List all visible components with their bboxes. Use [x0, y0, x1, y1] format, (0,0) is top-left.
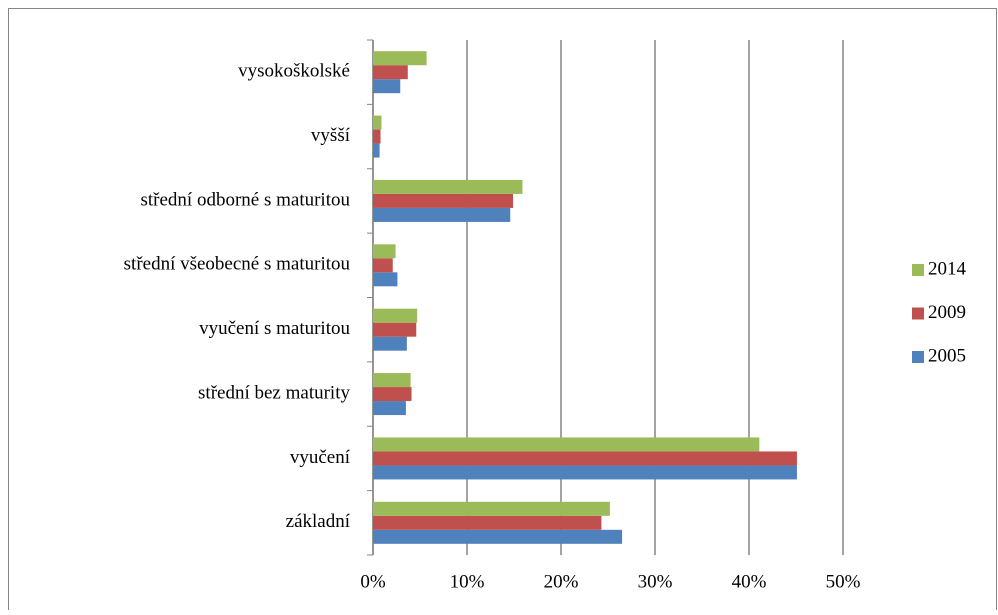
bar [373, 336, 407, 351]
x-tick-label: 20% [544, 571, 579, 592]
bar [373, 501, 610, 516]
x-tick-label: 10% [450, 571, 485, 592]
y-tick-label: základní [286, 511, 351, 532]
bar [373, 258, 393, 273]
bar [373, 387, 412, 402]
legend-swatch [912, 264, 924, 276]
y-tick-label: střední bez maturity [198, 382, 350, 403]
bar [373, 65, 408, 80]
bar [373, 79, 401, 94]
bar [373, 272, 398, 287]
bar [373, 515, 602, 530]
y-tick-label: vyšší [311, 125, 351, 146]
x-tick-label: 0% [360, 571, 386, 592]
y-tick-label: vyučení s maturitou [199, 318, 350, 339]
bar [373, 193, 514, 208]
y-tick-label: střední všeobecné s maturitou [124, 254, 351, 275]
bar [373, 529, 623, 544]
legend-label: 2005 [928, 345, 966, 366]
y-tick-label: vyučení [290, 447, 351, 468]
bar [373, 129, 381, 144]
bar [373, 207, 511, 222]
x-tick-label: 40% [732, 571, 767, 592]
y-tick-label: vysokoškolské [238, 61, 350, 82]
bar [373, 437, 760, 452]
y-tick-label: střední odborné s maturitou [141, 189, 351, 210]
bar [373, 244, 396, 259]
bar [373, 143, 380, 158]
bar [373, 51, 427, 66]
bar [373, 308, 418, 323]
legend-label: 2014 [928, 258, 967, 279]
bar [373, 451, 797, 466]
x-tick-label: 50% [826, 571, 861, 592]
x-tick-label: 30% [638, 571, 673, 592]
bar [373, 115, 382, 130]
legend-swatch [912, 307, 924, 320]
legend-label: 2009 [928, 302, 966, 323]
legend-swatch [912, 351, 924, 363]
bar [373, 401, 406, 416]
bar [373, 322, 417, 337]
bar [373, 373, 411, 388]
bar [373, 465, 797, 480]
bar [373, 179, 523, 194]
